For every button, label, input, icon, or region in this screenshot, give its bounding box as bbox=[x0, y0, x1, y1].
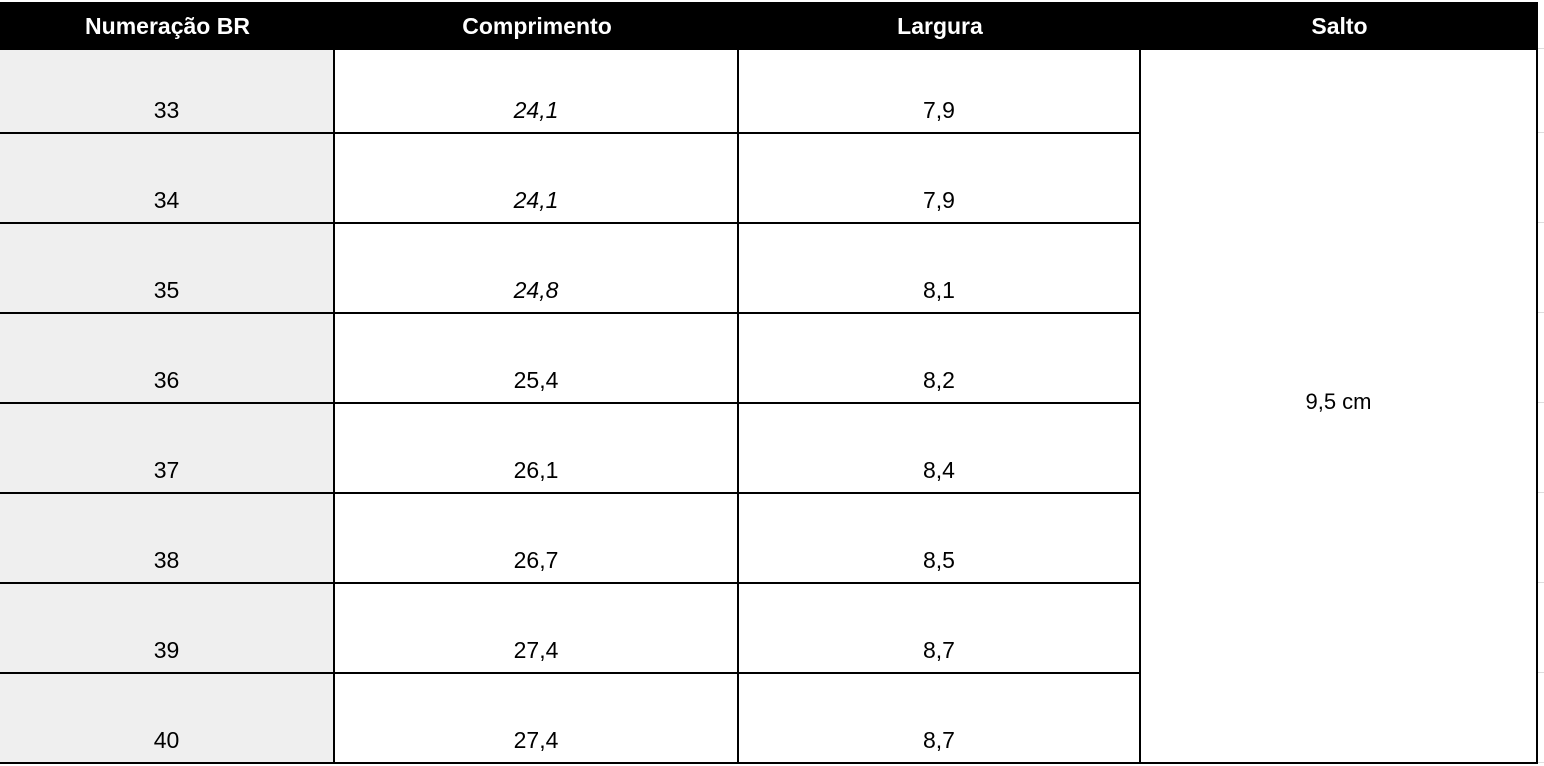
table-cell: 24,1 bbox=[335, 50, 739, 134]
table-cell: 8,2 bbox=[739, 314, 1141, 404]
table-cell: 33 bbox=[0, 50, 335, 134]
grid-line bbox=[1538, 582, 1544, 583]
table-cell: 34 bbox=[0, 134, 335, 224]
table-cell: 37 bbox=[0, 404, 335, 494]
grid-line bbox=[1538, 132, 1544, 133]
table-cell: 8,1 bbox=[739, 224, 1141, 314]
grid-line bbox=[1538, 492, 1544, 493]
table-cell: 25,4 bbox=[335, 314, 739, 404]
grid-line bbox=[1538, 312, 1544, 313]
table-cell: 24,8 bbox=[335, 224, 739, 314]
header-cell: Numeração BR bbox=[0, 2, 335, 50]
table-cell: 39 bbox=[0, 584, 335, 674]
header-cell: Salto bbox=[1141, 2, 1538, 50]
grid-line bbox=[1538, 672, 1544, 673]
table-cell: 36 bbox=[0, 314, 335, 404]
table-cell: 7,9 bbox=[739, 134, 1141, 224]
grid-line bbox=[1538, 48, 1544, 49]
table-cell: 7,9 bbox=[739, 50, 1141, 134]
table-cell: 26,1 bbox=[335, 404, 739, 494]
table-cell: 27,4 bbox=[335, 674, 739, 764]
grid-line bbox=[1538, 222, 1544, 223]
table-cell: 24,1 bbox=[335, 134, 739, 224]
grid-line bbox=[1538, 762, 1544, 763]
merged-salto-cell: 9,5 cm bbox=[1141, 50, 1538, 764]
table-cell: 38 bbox=[0, 494, 335, 584]
table-cell: 8,5 bbox=[739, 494, 1141, 584]
table-cell: 26,7 bbox=[335, 494, 739, 584]
table-cell: 8,7 bbox=[739, 674, 1141, 764]
header-cell: Comprimento bbox=[335, 2, 739, 50]
table-cell: 35 bbox=[0, 224, 335, 314]
table-cell: 8,7 bbox=[739, 584, 1141, 674]
table-cell: 40 bbox=[0, 674, 335, 764]
table-cell: 8,4 bbox=[739, 404, 1141, 494]
header-cell: Largura bbox=[739, 2, 1141, 50]
table-cell: 27,4 bbox=[335, 584, 739, 674]
grid-line bbox=[1538, 402, 1544, 403]
